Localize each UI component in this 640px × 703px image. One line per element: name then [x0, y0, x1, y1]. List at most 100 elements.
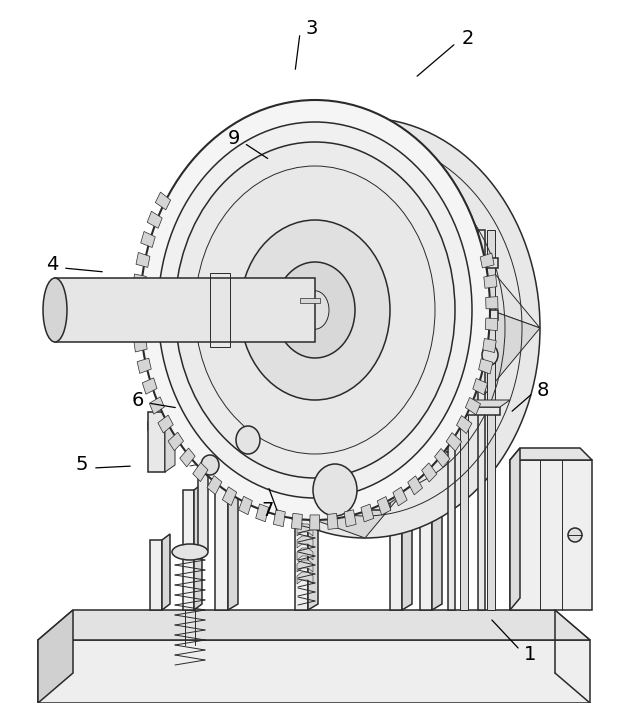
Polygon shape: [297, 428, 313, 440]
Text: 8: 8: [537, 380, 549, 399]
Ellipse shape: [240, 220, 390, 400]
Polygon shape: [132, 318, 145, 330]
Polygon shape: [134, 338, 147, 352]
Ellipse shape: [158, 122, 472, 498]
Polygon shape: [487, 230, 495, 610]
Polygon shape: [158, 415, 173, 433]
Polygon shape: [132, 296, 145, 308]
Polygon shape: [297, 476, 313, 488]
Polygon shape: [315, 100, 540, 328]
Polygon shape: [297, 560, 313, 572]
Polygon shape: [137, 358, 151, 373]
Polygon shape: [165, 405, 175, 472]
Polygon shape: [297, 440, 313, 452]
Polygon shape: [344, 510, 356, 527]
Polygon shape: [484, 275, 497, 288]
Polygon shape: [483, 339, 496, 353]
Polygon shape: [149, 397, 164, 414]
Polygon shape: [297, 524, 313, 536]
Text: 1: 1: [524, 645, 536, 664]
Polygon shape: [445, 310, 498, 320]
Text: 6: 6: [132, 390, 144, 410]
Polygon shape: [393, 487, 407, 506]
Polygon shape: [456, 415, 472, 434]
Text: 4: 4: [46, 255, 58, 274]
Ellipse shape: [195, 166, 435, 454]
Polygon shape: [300, 298, 320, 303]
Polygon shape: [141, 231, 156, 247]
Polygon shape: [148, 415, 280, 422]
Polygon shape: [55, 278, 315, 342]
Polygon shape: [435, 449, 450, 467]
Polygon shape: [465, 397, 481, 415]
Polygon shape: [194, 484, 202, 610]
Ellipse shape: [236, 426, 260, 454]
Polygon shape: [402, 423, 412, 610]
Ellipse shape: [172, 544, 208, 560]
Polygon shape: [38, 610, 73, 703]
Polygon shape: [256, 504, 269, 522]
Polygon shape: [222, 486, 237, 505]
Polygon shape: [142, 378, 157, 394]
Ellipse shape: [175, 142, 455, 478]
Text: 3: 3: [306, 18, 318, 37]
Polygon shape: [162, 534, 170, 610]
Ellipse shape: [568, 528, 582, 542]
Text: 2: 2: [462, 29, 474, 48]
Polygon shape: [207, 475, 222, 494]
Polygon shape: [297, 452, 313, 464]
Ellipse shape: [313, 464, 357, 516]
Polygon shape: [215, 390, 228, 610]
Polygon shape: [432, 423, 442, 610]
Polygon shape: [485, 318, 498, 330]
Polygon shape: [380, 400, 510, 407]
Polygon shape: [327, 513, 338, 529]
Polygon shape: [136, 252, 150, 267]
Polygon shape: [198, 390, 208, 550]
Polygon shape: [315, 310, 540, 538]
Polygon shape: [297, 500, 313, 512]
Polygon shape: [361, 504, 374, 522]
Polygon shape: [265, 503, 390, 510]
Polygon shape: [446, 432, 461, 451]
Polygon shape: [180, 448, 195, 467]
Polygon shape: [133, 274, 147, 288]
Polygon shape: [408, 476, 422, 495]
Text: 9: 9: [228, 129, 240, 148]
Polygon shape: [147, 212, 162, 228]
Polygon shape: [148, 422, 270, 430]
Polygon shape: [460, 230, 468, 610]
Polygon shape: [448, 230, 455, 610]
Text: 7: 7: [262, 501, 274, 520]
Polygon shape: [479, 359, 493, 374]
Polygon shape: [478, 230, 485, 610]
Polygon shape: [38, 640, 590, 703]
Polygon shape: [510, 448, 592, 460]
Polygon shape: [486, 297, 498, 309]
Polygon shape: [168, 432, 184, 451]
Ellipse shape: [43, 278, 67, 342]
Polygon shape: [156, 192, 171, 209]
Polygon shape: [308, 413, 318, 610]
Polygon shape: [297, 512, 313, 524]
Ellipse shape: [482, 345, 498, 365]
Polygon shape: [380, 407, 500, 415]
Polygon shape: [291, 513, 302, 529]
Polygon shape: [377, 496, 391, 515]
Polygon shape: [183, 490, 194, 610]
Polygon shape: [510, 448, 520, 610]
Text: 5: 5: [76, 456, 88, 475]
Polygon shape: [297, 488, 313, 500]
Polygon shape: [193, 463, 208, 482]
Polygon shape: [265, 496, 400, 503]
Ellipse shape: [275, 262, 355, 358]
Polygon shape: [510, 460, 592, 610]
Polygon shape: [228, 383, 238, 610]
Polygon shape: [297, 572, 313, 584]
Polygon shape: [420, 430, 432, 610]
Polygon shape: [38, 610, 590, 640]
Polygon shape: [422, 463, 437, 482]
Polygon shape: [297, 416, 313, 428]
Ellipse shape: [301, 291, 329, 329]
Polygon shape: [297, 548, 313, 560]
